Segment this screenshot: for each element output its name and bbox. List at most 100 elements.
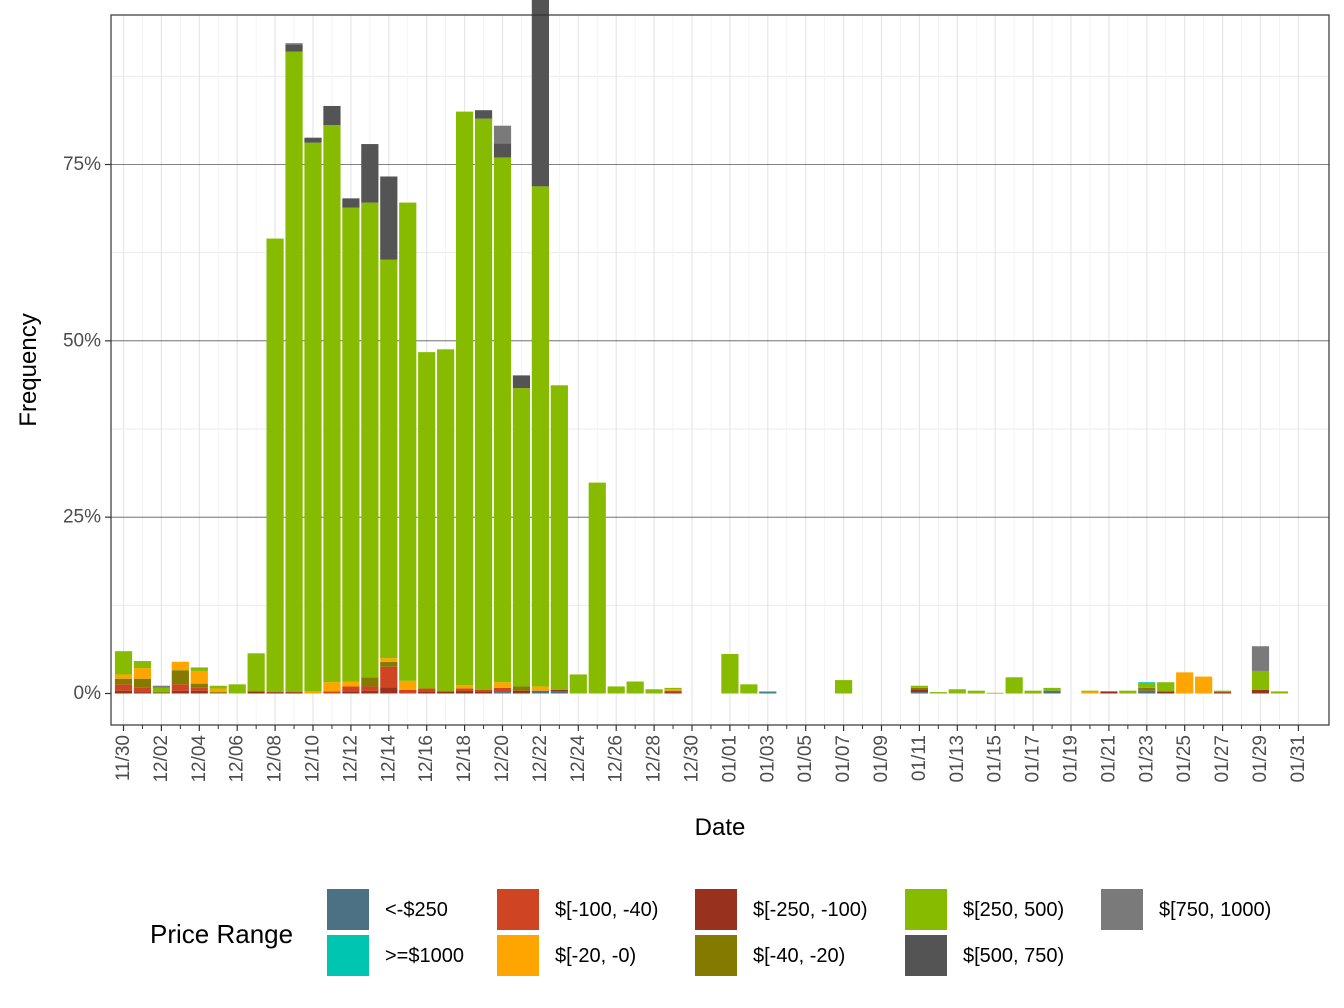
bar-segment	[418, 688, 436, 692]
bar-segment	[133, 692, 152, 694]
legend-swatch	[497, 935, 539, 976]
bar-segment	[361, 690, 379, 694]
x-tick-label: 01/11	[909, 735, 930, 781]
bar-segment	[133, 661, 152, 669]
x-tick-label: 01/23	[1136, 735, 1157, 783]
x-tick-label: 01/01	[719, 735, 740, 783]
bar-segment	[493, 682, 512, 688]
bar-segment	[759, 691, 777, 693]
bar-segment	[209, 685, 227, 689]
bar-segment	[740, 684, 758, 694]
bar-segment	[759, 692, 777, 694]
x-tick-label: 01/15	[985, 735, 1006, 783]
legend-label: $[-250, -100)	[753, 899, 868, 921]
legend-swatch	[695, 935, 737, 976]
legend-swatch	[327, 935, 369, 976]
bar-segment	[361, 144, 379, 203]
x-tick-label: 01/05	[795, 735, 816, 783]
bar-segment	[361, 677, 379, 687]
bar-segment	[512, 388, 531, 687]
x-tick-label: 01/21	[1098, 735, 1119, 783]
bar-segment	[437, 691, 455, 694]
legend-label: $[500, 750)	[963, 945, 1064, 967]
x-tick-label: 12/14	[378, 735, 399, 783]
bar-segment	[285, 692, 303, 694]
y-axis-title: Frequency	[15, 313, 42, 426]
bar-segment	[437, 349, 455, 692]
x-tick-label: 01/27	[1212, 735, 1233, 783]
legend-swatch	[497, 889, 539, 930]
bar-segment	[247, 653, 265, 692]
bar-segment	[133, 678, 152, 688]
bar-segment	[1157, 682, 1175, 692]
bar-segment	[664, 690, 682, 693]
bar-segment	[342, 691, 360, 694]
x-tick-label: 12/06	[227, 735, 248, 783]
x-tick-label: 12/20	[492, 735, 513, 783]
bar-segment	[209, 688, 227, 693]
bar-segment	[626, 681, 644, 694]
bar-segment	[588, 482, 606, 694]
bar-segment	[512, 690, 531, 694]
bar-segment	[380, 687, 398, 694]
bar-segment	[1043, 690, 1061, 694]
bar-segment	[304, 691, 322, 694]
bar-segment	[1043, 687, 1061, 691]
x-tick-label: 12/16	[416, 735, 437, 783]
bar-segment	[910, 685, 928, 688]
bar-segment	[114, 678, 133, 685]
x-tick-label: 01/25	[1174, 735, 1195, 783]
bar-segment	[171, 661, 189, 671]
x-tick-label: 12/28	[644, 735, 665, 783]
bar-segment	[493, 143, 512, 158]
bar-segment	[1081, 690, 1099, 692]
x-tick-label: 12/30	[682, 735, 703, 783]
bar-segment	[493, 687, 512, 693]
bar-segment	[190, 690, 208, 694]
y-axis: 0% 25% 50% 75%	[63, 154, 111, 704]
bar-segment	[209, 692, 227, 694]
bar-segment	[171, 684, 189, 691]
bar-segment	[1270, 691, 1289, 694]
bar-segment	[190, 687, 208, 691]
y-tick-label: 75%	[63, 154, 101, 175]
x-tick-label: 11/30	[113, 735, 134, 781]
x-tick-label: 01/07	[833, 735, 854, 783]
bar-segment	[171, 690, 189, 694]
bar-segment	[114, 674, 133, 679]
bar-segment	[512, 686, 531, 691]
y-tick-label: 50%	[63, 330, 101, 351]
bar-segment	[342, 681, 360, 687]
plot-border	[110, 14, 1330, 726]
x-tick-label: 01/31	[1288, 735, 1309, 783]
x-tick-label: 01/03	[757, 735, 778, 783]
bar-segment	[418, 352, 436, 689]
bar-segment	[1100, 691, 1118, 694]
x-tick-label: 01/29	[1250, 735, 1271, 783]
legend-label: $[250, 500)	[963, 899, 1064, 921]
bars	[114, 0, 1289, 694]
bar-segment	[133, 687, 152, 693]
bar-segment	[664, 687, 682, 690]
bar-segment	[266, 238, 284, 693]
bar-segment	[1138, 687, 1156, 691]
legend-swatch	[1101, 889, 1143, 930]
bar-segment	[285, 51, 303, 693]
bar-segment	[361, 202, 379, 678]
bar-segment	[512, 375, 531, 389]
bar-segment	[380, 259, 398, 659]
bar-segment	[190, 683, 208, 688]
bar-segment	[493, 125, 512, 144]
legend-swatch	[905, 935, 947, 976]
bar-segment	[1251, 670, 1270, 690]
bar-segment	[721, 654, 739, 694]
bar-segment	[1138, 690, 1156, 694]
bar-segment	[190, 667, 208, 671]
bar-segment	[133, 668, 152, 679]
y-tick-label: 25%	[63, 507, 101, 528]
bar-segment	[418, 691, 436, 694]
bar-segment	[152, 692, 170, 694]
legend-label: $[-20, -0)	[555, 945, 636, 967]
bar-segment	[607, 686, 625, 694]
